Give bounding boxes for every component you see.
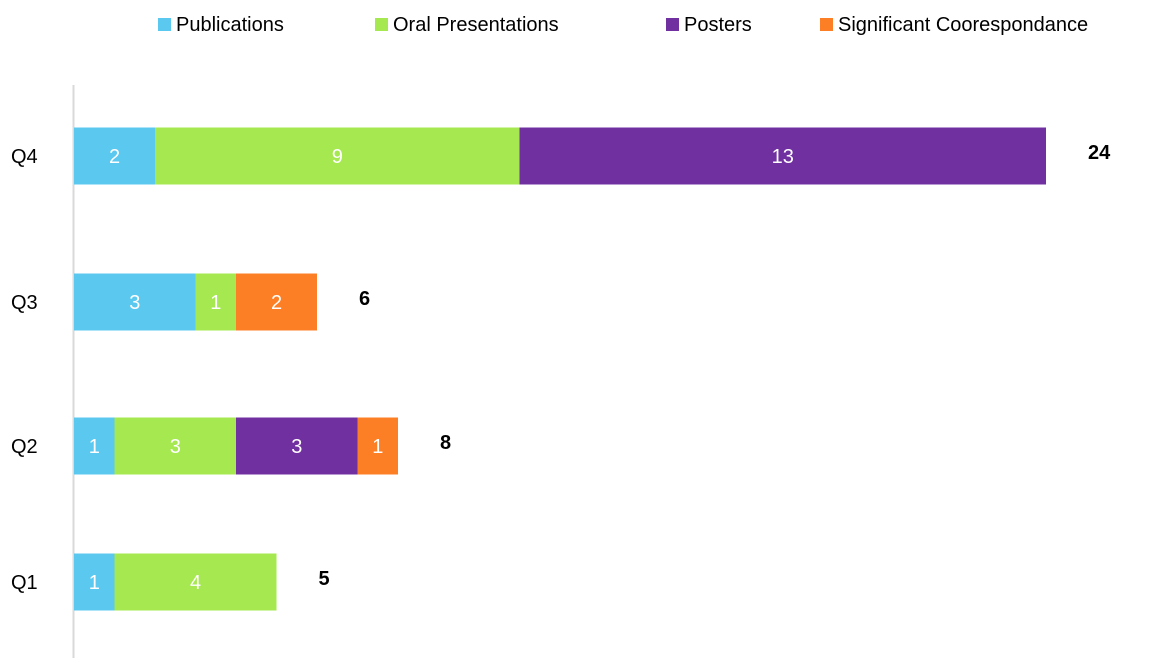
bar-segment-q1-oral-presentations: [114, 553, 277, 611]
total-label-q4: 24: [1088, 142, 1111, 164]
legend-item-posters: Posters: [666, 14, 752, 36]
legend-swatch-significant-coorespondance: [820, 18, 833, 31]
value-label-q3-publications: 3: [129, 292, 140, 314]
value-label-q3-significant-coorespondance: 2: [271, 292, 282, 314]
total-label-q3: 6: [359, 288, 370, 310]
value-label-q2-oral-presentations: 3: [170, 436, 181, 458]
bar-segment-q4-posters: [519, 127, 1046, 185]
bars: 1 41 3 3 13 1 22 9 13: [74, 127, 1046, 611]
bar-segment-q3-oral-presentations: [195, 273, 236, 331]
bar-segment-q2-significant-coorespondance: [357, 417, 398, 475]
legend-swatch-posters: [666, 18, 679, 31]
value-label-q2-posters: 3: [291, 436, 302, 458]
value-label-q1-oral-presentations: 4: [190, 572, 201, 594]
legend-swatch-publications: [158, 18, 171, 31]
value-label-q2-significant-coorespondance: 1: [372, 436, 383, 458]
category-label-q4: Q4: [11, 146, 38, 168]
legend-label-publications: Publications: [176, 14, 284, 36]
category-labels: Q1 Q2 Q3 Q4: [11, 146, 38, 594]
value-label-q3-oral-presentations: 1: [210, 292, 221, 314]
category-label-q1: Q1: [11, 572, 38, 594]
value-label-q4-oral-presentations: 9: [332, 146, 343, 168]
bar-segment-q3-publications: [74, 273, 196, 331]
category-label-q3: Q3: [11, 292, 38, 314]
bar-segment-q3-significant-coorespondance: [236, 273, 317, 331]
value-label-q1-publications: 1: [89, 572, 100, 594]
value-label-q2-publications: 1: [89, 436, 100, 458]
total-label-q1: 5: [319, 568, 330, 590]
value-label-q4-posters: 13: [772, 146, 794, 168]
legend-item-publications: Publications: [158, 14, 284, 36]
legend-label-posters: Posters: [684, 14, 752, 36]
legend-swatch-oral-presentations: [375, 18, 388, 31]
bar-segment-q1-publications: [74, 553, 115, 611]
legend: Publications Oral Presentations Posters Sig…: [158, 14, 1088, 36]
legend-item-significant-coorespondance: Significant Coorespondance: [820, 14, 1088, 36]
bar-segment-q4-oral-presentations: [155, 127, 520, 185]
category-label-q2: Q2: [11, 436, 38, 458]
bar-segment-q4-publications: [74, 127, 155, 185]
bar-segment-q2-posters: [236, 417, 358, 475]
value-label-q4-publications: 2: [109, 146, 120, 168]
legend-item-oral-presentations: Oral Presentations: [375, 14, 559, 36]
total-labels: 5 8 6 24: [319, 142, 1112, 590]
bar-segment-q2-publications: [74, 417, 115, 475]
legend-label-oral-presentations: Oral Presentations: [393, 14, 559, 36]
total-label-q2: 8: [440, 432, 451, 454]
legend-label-significant-coorespondance: Significant Coorespondance: [838, 14, 1088, 36]
bar-segment-q2-oral-presentations: [114, 417, 236, 475]
